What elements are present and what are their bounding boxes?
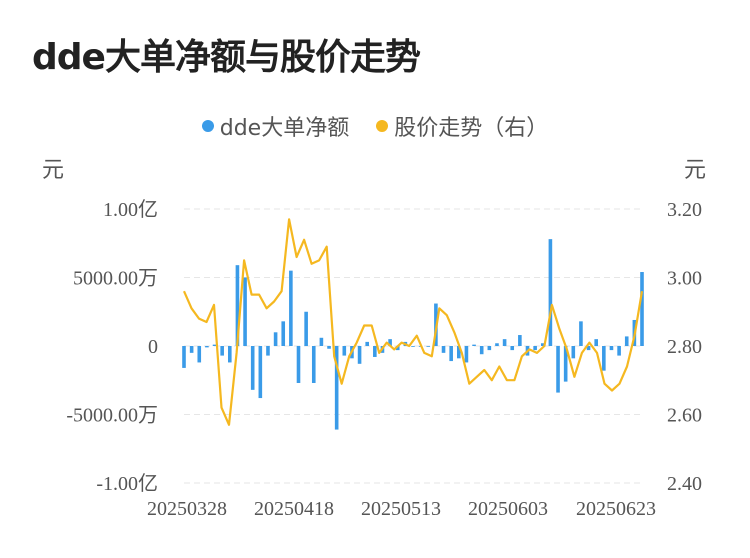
bar[interactable]	[563, 346, 568, 382]
bar[interactable]	[579, 321, 583, 346]
chart-title: dde大单净额与股价走势	[32, 37, 421, 78]
legend-line-marker	[376, 120, 389, 132]
bar[interactable]	[540, 343, 545, 346]
bar[interactable]	[311, 346, 316, 383]
bar[interactable]	[327, 346, 331, 349]
bar[interactable]	[365, 341, 369, 346]
bar[interactable]	[296, 346, 301, 383]
left-axis-unit: 元	[42, 158, 64, 183]
bar[interactable]	[212, 344, 217, 346]
bar[interactable]	[556, 346, 560, 393]
bar[interactable]	[334, 346, 339, 430]
bar[interactable]	[571, 346, 576, 359]
bar[interactable]	[342, 346, 347, 356]
bar[interactable]	[479, 346, 484, 355]
x-tick-label: 20250328	[147, 498, 227, 520]
bar[interactable]	[640, 272, 644, 346]
y-right-tick-label: 2.80	[667, 336, 702, 358]
bar[interactable]	[487, 346, 492, 351]
legend-line-label: 股价走势（右）	[394, 116, 549, 141]
legend-item-bar[interactable]: dde大单净额	[201, 110, 350, 142]
bar[interactable]	[273, 332, 278, 346]
bar[interactable]	[182, 346, 186, 368]
bar[interactable]	[243, 277, 247, 347]
bar[interactable]	[197, 346, 202, 363]
y-right-tick-label: 3.00	[667, 268, 702, 290]
bar[interactable]	[533, 346, 537, 351]
legend-item-line[interactable]: 股价走势（右）	[376, 110, 548, 142]
bar[interactable]	[586, 346, 591, 351]
bar[interactable]	[624, 336, 629, 346]
bar[interactable]	[510, 346, 515, 351]
bar[interactable]	[602, 346, 606, 371]
x-tick-label: 20250603	[468, 498, 548, 520]
price-line[interactable]	[182, 218, 644, 426]
bar[interactable]	[228, 346, 232, 363]
y-left-tick-label: -5000.00万	[66, 405, 158, 427]
bar[interactable]	[289, 270, 293, 346]
bar[interactable]	[594, 339, 598, 346]
x-tick-label: 20250513	[361, 498, 441, 520]
bar[interactable]	[281, 321, 286, 346]
y-right-tick-label: 2.40	[667, 473, 702, 495]
bar[interactable]	[495, 343, 499, 346]
bar[interactable]	[426, 346, 431, 347]
bar[interactable]	[395, 346, 400, 351]
bar[interactable]	[411, 346, 415, 347]
bar[interactable]	[189, 346, 194, 353]
bar[interactable]	[617, 346, 621, 356]
bar[interactable]	[548, 239, 553, 346]
x-tick-label: 20250418	[254, 498, 334, 520]
y-left-tick-label: 5000.00万	[73, 268, 158, 290]
legend: dde大单净额 股价走势（右）	[0, 110, 750, 142]
bar[interactable]	[266, 346, 270, 356]
bar[interactable]	[457, 346, 461, 359]
legend-bar-label: dde大单净额	[219, 116, 350, 141]
bar[interactable]	[319, 337, 324, 346]
y-left-tick-label: 0	[148, 336, 158, 358]
bar[interactable]	[304, 311, 308, 346]
bar[interactable]	[609, 346, 614, 351]
bar[interactable]	[441, 346, 446, 353]
x-tick-label: 20250623	[576, 498, 656, 520]
y-right-tick-label: 2.60	[667, 405, 702, 427]
bar[interactable]	[449, 346, 453, 362]
bar[interactable]	[518, 335, 522, 346]
bar[interactable]	[205, 346, 209, 348]
right-axis-unit: 元	[684, 158, 706, 183]
y-left-tick-label: -1.00亿	[96, 472, 158, 495]
y-right-tick-label: 3.20	[667, 199, 702, 221]
bar[interactable]	[220, 346, 224, 356]
legend-bar-marker	[201, 120, 214, 132]
bar[interactable]	[464, 346, 469, 363]
bar[interactable]	[357, 346, 362, 364]
y-left-tick-label: 1.00亿	[103, 198, 158, 221]
bar[interactable]	[258, 346, 263, 399]
bar[interactable]	[235, 265, 240, 346]
bar[interactable]	[472, 344, 476, 346]
bar[interactable]	[250, 346, 255, 390]
bar[interactable]	[373, 346, 377, 357]
bar[interactable]	[388, 339, 392, 346]
bar[interactable]	[502, 339, 507, 346]
